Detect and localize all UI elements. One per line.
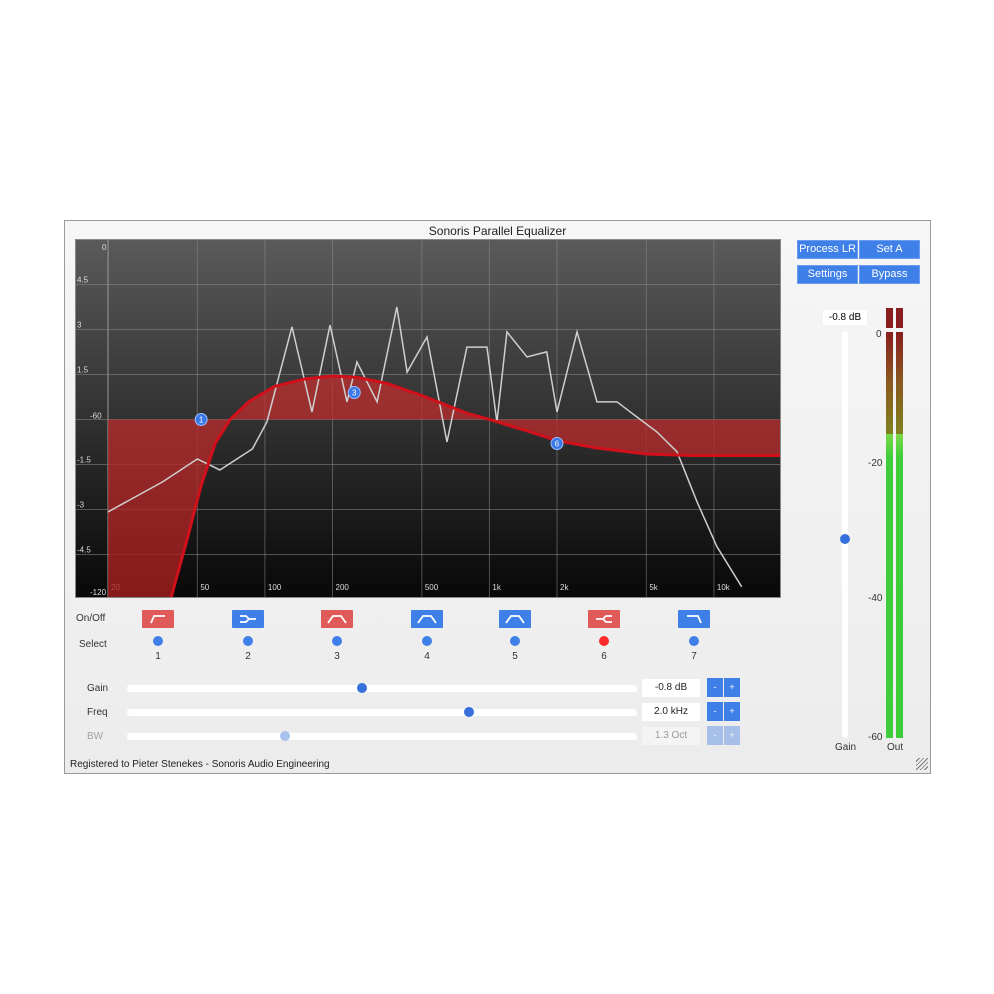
band-7-select[interactable] xyxy=(689,636,699,646)
band-6-number: 6 xyxy=(601,651,607,662)
gain-slider[interactable] xyxy=(127,685,637,692)
bell-filter-icon xyxy=(327,615,347,624)
output-gain-value: -0.8 dB xyxy=(823,310,867,325)
bell-filter-icon xyxy=(505,615,525,624)
set-a-button[interactable]: Set A xyxy=(859,240,920,259)
freq-slider[interactable] xyxy=(127,709,637,716)
band-3-select[interactable] xyxy=(332,636,342,646)
output-meter-left xyxy=(886,433,893,738)
band-5-select[interactable] xyxy=(510,636,520,646)
y-tick-label: -1.5 xyxy=(77,456,91,465)
y-tick-label: 1.5 xyxy=(77,366,89,375)
gain-label: Gain xyxy=(87,683,109,694)
band-3-onoff-button[interactable] xyxy=(321,610,353,628)
low-shelf-filter-icon xyxy=(150,615,165,624)
band-7-onoff-button[interactable] xyxy=(678,610,710,628)
band-6-select[interactable] xyxy=(599,636,609,646)
eq-curve-fill xyxy=(108,376,782,840)
peak-hold-indicator xyxy=(896,308,903,328)
band-handle[interactable] xyxy=(194,413,208,426)
band-4-number: 4 xyxy=(424,651,430,662)
meter-scale-60: -60 xyxy=(868,732,883,743)
band-1-number: 1 xyxy=(155,651,161,662)
meter-headroom xyxy=(896,332,903,434)
band-handle[interactable] xyxy=(550,437,564,450)
plugin-window: Sonoris Parallel Equalizer 2050100200500… xyxy=(64,220,931,840)
y-spectrum-label: -120 xyxy=(90,588,107,597)
gain-slider-thumb[interactable] xyxy=(356,683,367,693)
band-3-number: 3 xyxy=(334,651,340,662)
meter-scale-20: -20 xyxy=(868,458,883,469)
band-1-onoff-button[interactable] xyxy=(142,610,174,628)
output-gain-slider-thumb[interactable] xyxy=(840,533,850,544)
x-tick-label: 5k xyxy=(649,583,658,592)
band-4-onoff-button[interactable] xyxy=(411,610,443,628)
band-5-number: 5 xyxy=(512,651,518,662)
process-lr-button[interactable]: Process LR xyxy=(797,240,858,259)
gain-increment-button[interactable]: + xyxy=(724,678,740,697)
freq-label: Freq xyxy=(87,707,108,718)
spectrum-line xyxy=(107,306,743,588)
y-tick-label: -3 xyxy=(77,501,85,510)
window-title: Sonoris Parallel Equalizer xyxy=(428,224,567,238)
output-meter-right xyxy=(896,433,903,738)
band-2-select[interactable] xyxy=(243,636,253,646)
meter-scale-0: 0 xyxy=(876,329,882,340)
meter-scale-40: -40 xyxy=(868,593,883,604)
x-tick-label: 1k xyxy=(492,583,501,592)
bw-increment-button[interactable]: + xyxy=(724,726,740,745)
x-tick-label: 100 xyxy=(268,583,282,592)
band-handle[interactable] xyxy=(347,386,361,399)
bell-filter-icon xyxy=(417,615,437,624)
peak-hold-indicator xyxy=(886,308,893,328)
eq-curve xyxy=(106,374,782,840)
gain-label: Gain xyxy=(835,742,857,753)
high-shelf-filter-icon xyxy=(687,615,702,624)
x-tick-label: 50 xyxy=(200,583,209,592)
bw-label: BW xyxy=(87,731,104,742)
bw-decrement-button[interactable]: - xyxy=(707,726,723,745)
y-spectrum-label: -60 xyxy=(90,412,102,421)
band-handle-label: 1 xyxy=(199,416,204,425)
bw-slider-thumb[interactable] xyxy=(280,731,291,741)
y-tick-label: 4.5 xyxy=(77,276,89,285)
resize-grip[interactable] xyxy=(916,758,928,770)
x-tick-label: 500 xyxy=(425,583,439,592)
registration-footer: Registered to Pieter Stenekes - Sonoris … xyxy=(70,759,330,770)
parallel-insert-filter-icon xyxy=(240,615,256,623)
out-label: Out xyxy=(887,742,904,753)
bw-value[interactable]: 1.3 Oct xyxy=(642,727,700,745)
bw-slider[interactable] xyxy=(127,733,637,740)
x-tick-label: 2k xyxy=(560,583,569,592)
select-label: Select xyxy=(79,639,107,650)
freq-slider-thumb[interactable] xyxy=(463,707,474,717)
gain-value[interactable]: -0.8 dB xyxy=(642,679,700,697)
y-tick-label: -4.5 xyxy=(77,546,91,555)
gain-decrement-button[interactable]: - xyxy=(707,678,723,697)
band-handle-label: 3 xyxy=(352,389,357,398)
freq-increment-button[interactable]: + xyxy=(724,702,740,721)
band-2-number: 2 xyxy=(245,651,251,662)
band-5-onoff-button[interactable] xyxy=(499,610,531,628)
parallel-return-filter-icon xyxy=(596,615,612,623)
eq-graph[interactable]: 20501002005001k2k5k10k4.531.5-1.5-3-4.50… xyxy=(75,239,782,840)
band-4-select[interactable] xyxy=(422,636,432,646)
y-spectrum-label: 0 xyxy=(102,243,107,252)
x-tick-label: 200 xyxy=(336,583,350,592)
y-tick-label: 3 xyxy=(77,321,82,330)
eq-graph-svg[interactable]: 20501002005001k2k5k10k4.531.5-1.5-3-4.50… xyxy=(76,240,782,840)
band-handle-label: 6 xyxy=(555,440,560,449)
band-6-onoff-button[interactable] xyxy=(588,610,620,628)
x-tick-label: 10k xyxy=(717,583,731,592)
freq-value[interactable]: 2.0 kHz xyxy=(642,703,700,721)
band-1-select[interactable] xyxy=(153,636,163,646)
onoff-label: On/Off xyxy=(76,613,106,624)
settings-button[interactable]: Settings xyxy=(797,265,858,284)
band-2-onoff-button[interactable] xyxy=(232,610,264,628)
band-7-number: 7 xyxy=(691,651,697,662)
bypass-button[interactable]: Bypass xyxy=(859,265,920,284)
meter-headroom xyxy=(886,332,893,434)
freq-decrement-button[interactable]: - xyxy=(707,702,723,721)
